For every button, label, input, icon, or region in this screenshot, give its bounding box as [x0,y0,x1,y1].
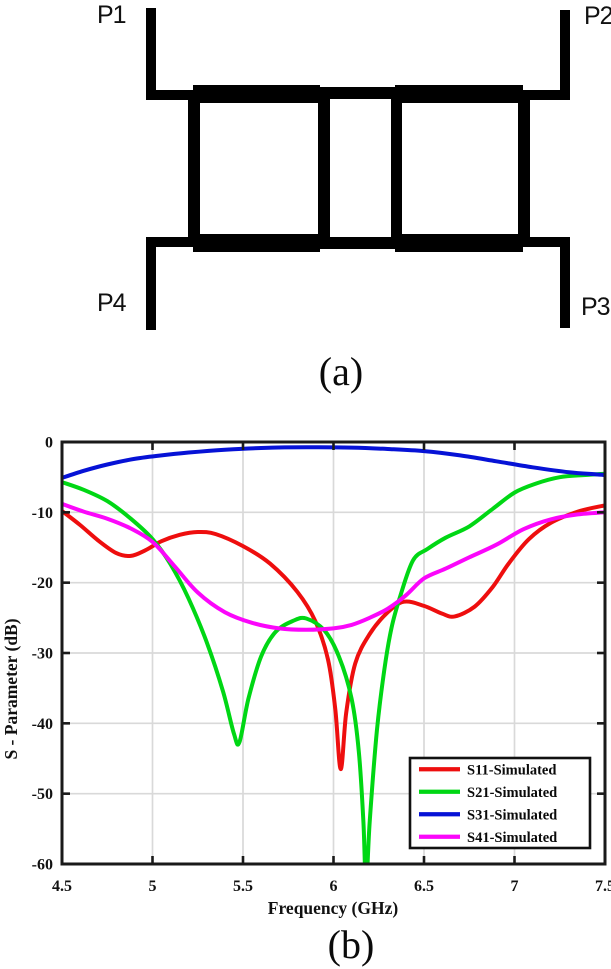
port-label-p3: P3 [581,293,610,321]
p3-lead [518,237,570,247]
p2-feed-line [560,10,570,100]
port-label-p1: P1 [97,1,126,29]
data-curves [62,445,605,864]
bottom-coupled-line-right [395,234,523,252]
legend: S11-Simulated S21-Simulated S31-Simulated S… [408,756,592,850]
top-coupled-line-left [193,85,320,103]
y-tick-label: -30 [32,646,53,663]
p4-feed-line [146,237,156,330]
y-tick-label: -40 [32,716,53,733]
y-tick-label: -50 [32,786,53,803]
p1-lead [146,90,198,100]
x-tick-labels: 4.5 5 5.5 6 6.5 7 7.5 [52,878,611,895]
bottom-center-line [320,237,395,249]
y-tick-label: 0 [45,435,53,452]
legend-label-s11-simulated: S11-Simulated [467,762,556,778]
coupler-traces [146,8,570,330]
curve-s41-simulated [62,501,605,632]
x-tick-label: 5.5 [233,878,253,895]
y-tick-labels: 0 -10 -20 -30 -40 -50 -60 [32,435,53,874]
p1-feed-line [146,8,156,100]
caption-b: (b) [328,922,375,967]
y-axis-title: S - Parameter (dB) [1,618,21,759]
sparameter-chart: 4.5 5 5.5 6 6.5 7 7.5 0 -10 -20 -30 -40 -50 -60 Freq… [1,435,611,968]
x-tick-label: 4.5 [52,878,72,895]
branch-line-2 [318,95,330,243]
curve-s21-simulated [62,471,605,864]
tick-marks [60,440,607,866]
curve-s11-simulated [62,503,605,772]
p3-feed-line [560,237,570,328]
p2-lead [518,90,570,100]
port-label-p2: P2 [584,2,611,30]
y-tick-label: -60 [32,857,53,874]
x-tick-label: 7.5 [595,878,611,895]
coupler-schematic: P1 P2 P4 P3 (a) [97,1,611,394]
caption-a: (a) [319,349,363,394]
legend-box [408,756,592,850]
y-tick-label: -20 [32,575,53,592]
bottom-coupled-line-left [193,234,320,252]
x-axis-title: Frequency (GHz) [268,898,399,918]
legend-label-s31-simulated: S31-Simulated [467,807,557,823]
port-label-p4: P4 [97,289,127,317]
branch-line-4 [518,95,530,243]
y-tick-label: -10 [32,505,53,522]
top-coupled-line-right [395,85,523,103]
x-tick-label: 6.5 [414,878,434,895]
x-tick-label: 6 [330,878,338,895]
curve-s31-simulated [62,445,605,480]
x-tick-label: 5 [149,878,157,895]
p4-lead [146,237,198,247]
branch-line-1 [188,95,200,243]
top-center-line [320,87,395,99]
branch-line-3 [391,95,402,243]
legend-label-s21-simulated: S21-Simulated [467,785,557,801]
x-tick-label: 7 [511,878,519,895]
legend-label-s41-simulated: S41-Simulated [467,830,557,846]
